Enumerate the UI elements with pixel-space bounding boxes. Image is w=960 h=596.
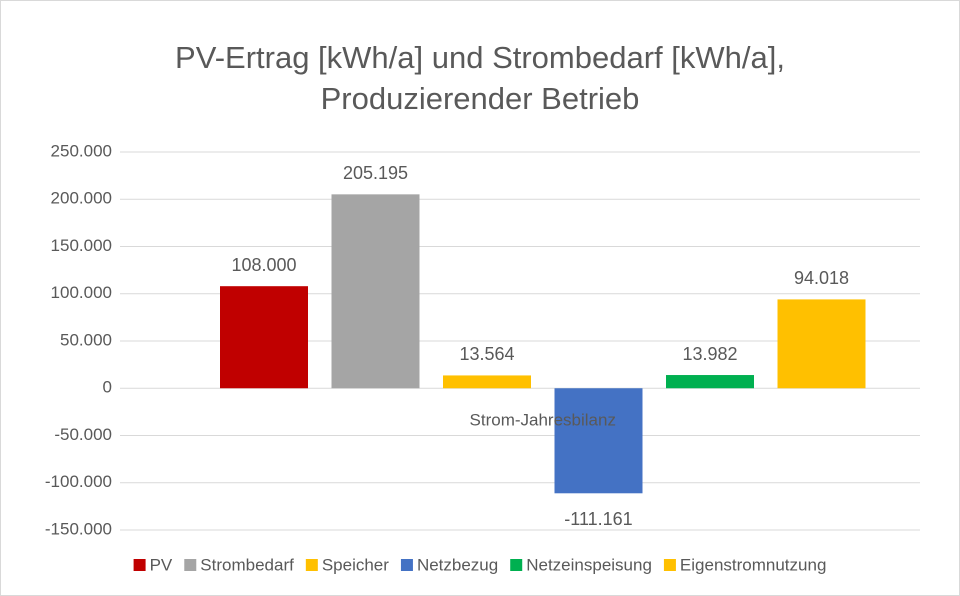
legend-swatch [133, 559, 146, 571]
bar [443, 375, 531, 389]
data-label: 13.982 [682, 344, 737, 364]
bar [777, 299, 866, 389]
bar [554, 388, 643, 494]
y-tick-label: -150.000 [45, 519, 112, 538]
y-tick-label: 100.000 [51, 283, 112, 302]
legend-swatch [510, 559, 523, 571]
y-tick-label: 50.000 [60, 330, 112, 349]
data-label: -111.161 [564, 509, 632, 529]
bar [220, 286, 308, 389]
data-label: 94.018 [794, 268, 849, 288]
x-tick-label: Strom-Jahresbilanz [470, 411, 616, 430]
y-tick-label: -50.000 [54, 425, 112, 444]
legend-label: PV [150, 555, 173, 574]
legend-swatch [663, 559, 676, 571]
bar [666, 375, 754, 389]
legend-swatch [305, 559, 318, 571]
legend-label: Strombedarf [200, 555, 294, 574]
legend-label: Speicher [322, 555, 389, 574]
y-tick-label: -100.000 [45, 472, 112, 491]
bar [331, 194, 420, 389]
y-tick-label: 250.000 [51, 141, 112, 160]
chart-title: PV-Ertrag [kWh/a] und Strombedarf [kWh/a… [175, 40, 785, 75]
data-label: 108.000 [231, 255, 296, 275]
y-tick-label: 200.000 [51, 189, 112, 208]
legend-label: Netzbezug [417, 555, 498, 574]
data-label: 205.195 [343, 163, 408, 183]
y-tick-label: 0 [103, 378, 112, 397]
y-tick-label: 150.000 [51, 236, 112, 255]
chart-subtitle: Produzierender Betrieb [321, 81, 640, 116]
legend-swatch [184, 559, 197, 571]
data-label: 13.564 [459, 344, 514, 364]
legend-swatch [400, 559, 413, 571]
legend-label: Eigenstromnutzung [680, 555, 826, 574]
legend-label: Netzeinspeisung [526, 555, 652, 574]
